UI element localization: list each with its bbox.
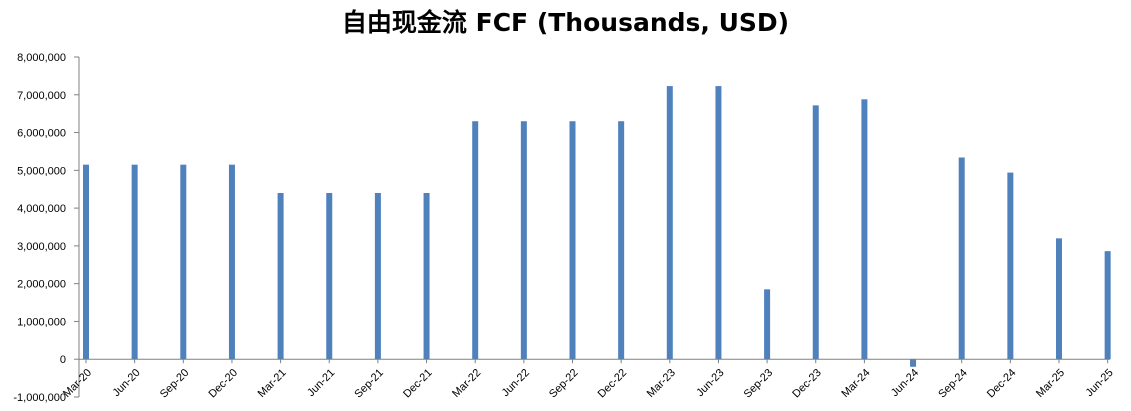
x-tick-label: Jun-20 (110, 367, 142, 399)
bar-mar-23 (666, 86, 673, 360)
x-tick-label: Mar-21 (256, 367, 289, 400)
bar-jun-20 (131, 164, 138, 360)
bar-jun-23 (715, 86, 722, 360)
bar-sep-22 (569, 121, 576, 360)
x-tick-label: Dec-21 (401, 367, 435, 401)
x-tick-label: Sep-20 (158, 367, 192, 401)
x-tick-label: Mar-25 (1034, 367, 1067, 400)
bar-mar-20 (83, 164, 89, 360)
y-tick-label: 6,000,000 (17, 128, 66, 140)
bar-sep-23 (764, 289, 771, 360)
bars (83, 86, 1111, 367)
y-tick-label: 0 (60, 354, 66, 366)
chart-title: 自由现金流 FCF (Thousands, USD) (341, 8, 790, 37)
bar-sep-24 (958, 157, 965, 360)
x-tick-label: Mar-20 (61, 367, 94, 400)
bar-mar-21 (277, 193, 284, 360)
x-tick-label: Dec-22 (596, 367, 630, 401)
x-tick-label: Sep-21 (352, 367, 386, 401)
x-tick-label: Mar-22 (450, 367, 483, 400)
y-tick-label: 2,000,000 (17, 279, 66, 291)
bar-jun-25 (1104, 251, 1111, 360)
bar-sep-21 (374, 193, 381, 360)
bar-sep-20 (180, 164, 187, 360)
y-tick-label: 3,000,000 (17, 241, 66, 253)
y-tick-label: 7,000,000 (17, 90, 66, 102)
bar-mar-22 (472, 121, 479, 360)
x-axis: Mar-20 Jun-20 Sep-20 Dec-20 Mar-21 Jun-21 Sep-… (61, 358, 1116, 401)
x-tick-label: Jun-22 (500, 367, 532, 399)
y-tick-label: 1,000,000 (17, 316, 66, 328)
x-tick-label: Mar-24 (839, 367, 872, 400)
y-tick-label: -1,000,000 (13, 392, 66, 404)
x-tick-label: Dec-23 (790, 367, 824, 401)
x-tick-label: Jun-23 (694, 367, 726, 399)
y-tick-label: 8,000,000 (17, 52, 66, 64)
y-tick-label: 4,000,000 (17, 203, 66, 215)
x-tick-label: Sep-24 (936, 367, 970, 401)
x-tick-label: Jun-21 (305, 367, 337, 399)
x-tick-label: Jun-25 (1083, 367, 1115, 399)
x-tick-label: Jun-24 (889, 367, 921, 399)
bar-mar-25 (1056, 238, 1062, 360)
x-tick-label: Dec-20 (207, 367, 241, 401)
bar-dec-20 (228, 164, 235, 360)
x-tick-label: Dec-24 (985, 367, 1019, 401)
bar-mar-24 (861, 99, 868, 360)
bar-jun-21 (326, 193, 333, 360)
x-tick-label: Sep-22 (547, 367, 581, 401)
bar-dec-21 (423, 193, 430, 360)
bar-jun-22 (520, 121, 527, 360)
y-axis: -1,000,000 0 1,000,000 2,000,000 3,000,000 4,… (13, 52, 80, 404)
x-tick-label: Mar-23 (645, 367, 678, 400)
bar-dec-24 (1007, 172, 1014, 360)
bar-dec-23 (812, 105, 819, 360)
bar-dec-22 (618, 121, 625, 360)
y-tick-label: 5,000,000 (17, 165, 66, 177)
x-tick-label: Sep-23 (742, 367, 776, 401)
